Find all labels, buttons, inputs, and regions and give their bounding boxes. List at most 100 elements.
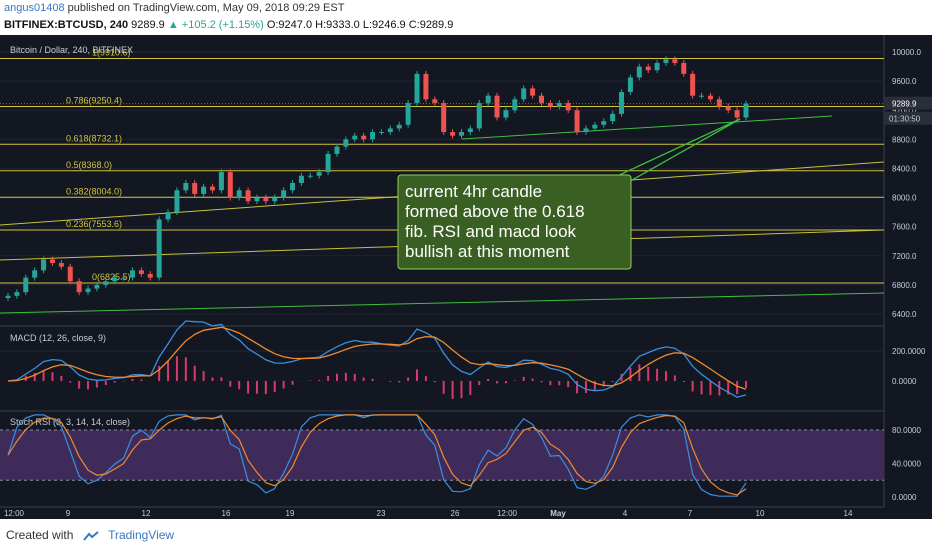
annotation-pointer [599,118,741,185]
candle-body [503,110,509,118]
candle-body [734,110,740,118]
last-price: 9289.9 [131,19,165,31]
candle-body [538,95,544,103]
stoch-rsi-tick-label: 80.0000 [892,426,921,435]
fib-level-label: 0.618(8732.1) [66,133,122,143]
candle-body [298,175,304,183]
trendline-green-upper [461,115,833,140]
candle-body [183,183,189,191]
candle-body [681,62,687,74]
candle-body [627,77,633,93]
candle-body [378,132,384,134]
candle-body [565,102,571,111]
candle-body [450,132,456,136]
ohlc-values: O:9247.0 H:9333.0 L:9246.9 C:9289.9 [266,19,454,31]
candle-body [458,132,464,136]
candle-body [67,266,73,282]
candle-body [334,146,340,154]
candle-body [530,88,536,96]
price-tick-label: 6800.0 [892,281,917,290]
price-tick-label: 8400.0 [892,164,917,173]
candle-body [352,135,358,140]
candle-body [263,197,269,202]
candle-body [690,73,696,96]
price-tick-label: 9600.0 [892,77,917,86]
symbol-bar: BITFINEX:BTCUSD, 240 9289.9 ▲ +105.2 (+1… [0,17,932,34]
candle-body [316,172,322,176]
annotation-text-line: bullish at this moment [405,242,570,261]
candle-body [601,121,607,125]
annotation-text-line: current 4hr candle [405,182,542,201]
fib-level-label: 0.5(8368.0) [66,160,112,170]
candle-body [58,263,64,267]
candle-body [485,95,491,103]
time-tick-label: May [550,509,566,518]
macd-title: MACD (12, 26, close, 9) [10,333,106,343]
fib-level-label: 1(9910.6) [92,48,131,58]
annotation-text-line: formed above the 0.618 [405,202,585,221]
candle-body [743,103,749,118]
candle-body [138,270,144,274]
publish-info-bar: angus01408 published on TradingView.com,… [0,0,932,17]
macd-line [7,320,747,398]
candle-body [227,172,233,198]
chart-canvas[interactable]: 10000.0 9600.0 9200.0 8800.0 8400.0 8000.0 760… [0,35,932,519]
candle-body [192,183,198,194]
candle-body [610,113,616,122]
candle-body [556,102,562,107]
candle-body [343,139,349,147]
author-link[interactable]: angus01408 [4,2,65,14]
trendline-green-lower [0,292,885,314]
candle-body [547,102,553,107]
candle-body [707,95,713,100]
countdown-tag-text: 01:30:50 [889,115,921,124]
macd-signal-line [7,326,747,390]
candle-body [441,102,447,133]
time-tick-label: 16 [222,509,231,518]
candle-body [5,295,11,298]
tradingview-brand[interactable]: TradingView [108,528,175,542]
chart-area[interactable]: 10000.0 9600.0 9200.0 8800.0 8400.0 8000.0 760… [0,35,932,519]
time-tick-label: 12:00 [4,509,25,518]
candle-body [210,186,216,191]
candle-body [494,95,500,118]
candle-body [325,153,331,173]
candle-body [218,172,224,191]
candle-body [49,259,55,264]
candle-body [716,99,722,107]
fib-level-label: 0(6825.5) [92,272,131,282]
candle-body [370,132,376,140]
candle-body [654,62,660,71]
candle-body [619,92,625,114]
candle-body [672,59,678,63]
time-tick-label: 19 [286,509,295,518]
candle-body [165,212,171,220]
candle-body [236,190,242,198]
candle-body [307,175,313,177]
candle-body [14,292,20,296]
candle-body [574,110,580,133]
candle-body [103,281,109,285]
fib-level-label: 0.236(7553.6) [66,219,122,229]
stoch-rsi-title: Stoch RSI (3, 3, 14, 14, close) [10,417,130,427]
stoch-rsi-tick-label: 40.0000 [892,460,921,469]
macd-tick-label: 0.0000 [892,377,917,386]
candle-body [112,277,118,282]
macd-tick-label: 200.0000 [892,347,926,356]
time-tick-label: 12 [142,509,151,518]
price-tick-label: 7200.0 [892,252,917,261]
time-tick-label: 26 [451,509,460,518]
price-tick-label: 6400.0 [892,310,917,319]
candle-body [129,270,135,278]
price-tick-label: 10000.0 [892,48,921,57]
candle-body [414,73,420,103]
price-tick-label: 9200.0 [892,106,917,115]
candle-body [725,106,731,111]
candle-body [272,197,278,202]
candle-body [281,190,287,198]
candle-body [645,66,651,71]
price-tick-label: 8000.0 [892,194,917,203]
fib-level-label: 0.382(8004.0) [66,186,122,196]
publish-info: published on TradingView.com, May 09, 20… [67,2,345,14]
annotation-pointer [624,118,741,185]
